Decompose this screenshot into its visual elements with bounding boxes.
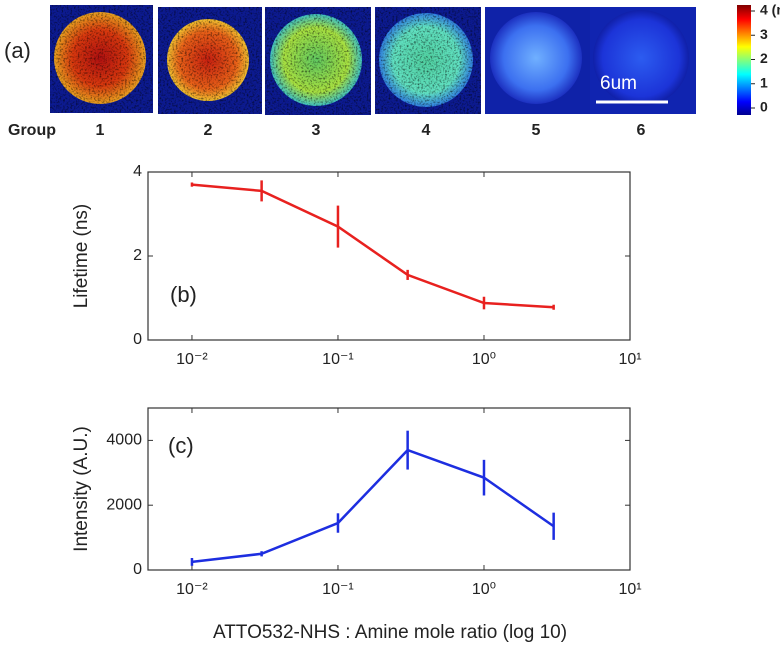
- x-tick-label: 10⁻¹: [322, 351, 354, 368]
- image-disk: [490, 12, 582, 104]
- colorbar-tick-label: 2: [760, 50, 768, 66]
- colorbar-tick-label: 4 (ns): [760, 2, 780, 18]
- y-axis-label: Lifetime (ns): [71, 204, 92, 309]
- x-tick-label: 10⁻²: [176, 351, 208, 368]
- group-number: 1: [96, 122, 105, 139]
- group-number: 3: [312, 122, 321, 139]
- plot-frame: [147, 407, 631, 571]
- x-axis-label: ATTO532-NHS : Amine mole ratio (log 10): [213, 622, 567, 643]
- colorbar-tick-label: 3: [760, 26, 768, 42]
- panel-label: (b): [170, 282, 197, 307]
- y-axis-label: Intensity (A.U.): [71, 426, 92, 552]
- image-noise: [50, 5, 481, 115]
- scale-bar-label: 6um: [600, 73, 637, 94]
- image-disk: [593, 10, 689, 106]
- data-line: [191, 183, 554, 309]
- group-number: 2: [204, 122, 213, 139]
- colorbar: [737, 5, 751, 115]
- y-tick-label: 4000: [106, 432, 142, 449]
- plot-frame: [147, 171, 631, 341]
- group-number: 6: [637, 122, 646, 139]
- image-panel: 6um (a) Group: [4, 5, 751, 139]
- colorbar-tick-label: 0: [760, 99, 768, 115]
- x-tick-label: 10⁻²: [176, 581, 208, 598]
- x-tick-label: 10¹: [618, 351, 641, 368]
- y-tick-label: 0: [133, 331, 142, 348]
- x-tick-label: 10¹: [618, 581, 641, 598]
- x-tick-label: 10⁰: [472, 351, 496, 368]
- data-line: [191, 448, 555, 564]
- x-tick-label: 10⁰: [472, 581, 496, 598]
- panel-label: (a): [4, 38, 31, 63]
- colorbar-tick-label: 1: [760, 74, 768, 90]
- x-tick-label: 10⁻¹: [322, 581, 354, 598]
- y-tick-label: 0: [133, 561, 142, 578]
- y-tick-label: 2000: [106, 496, 142, 513]
- panel-label: (c): [168, 433, 194, 458]
- group-number: 4: [422, 122, 431, 139]
- group-label: Group: [8, 122, 56, 139]
- group-number: 5: [532, 122, 541, 139]
- y-tick-label: 2: [133, 247, 142, 264]
- y-tick-label: 4: [133, 163, 142, 180]
